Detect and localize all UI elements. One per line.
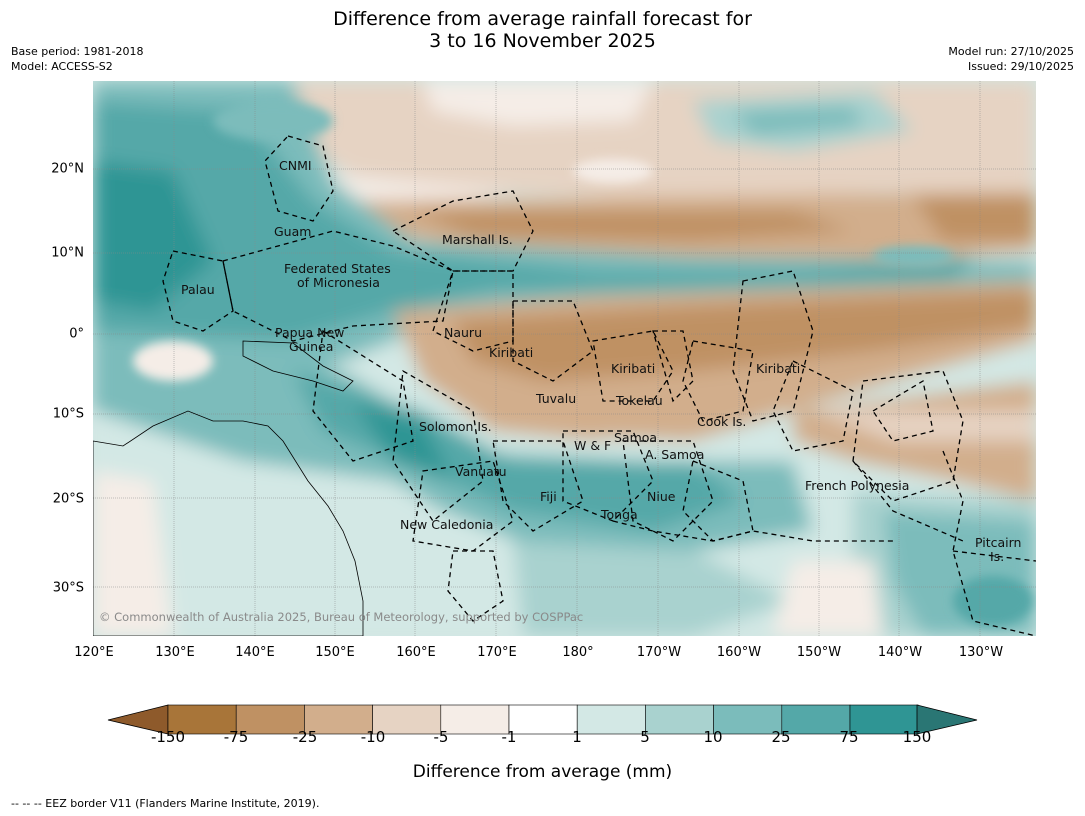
x-tick-150w: 150°W [796,645,842,660]
cbar-label-5: -5 [433,728,449,746]
y-tick-30s: 30°S [52,580,84,596]
label-kiribati-west: Kiribati [489,345,533,360]
colorbar-cell [304,704,373,735]
x-tick-180: 180° [562,645,594,660]
label-niue: Niue [647,489,676,504]
colorbar-cell [440,704,510,735]
label-kiribati-east: Kiribati [756,361,800,376]
label-guam: Guam [274,224,311,239]
x-tick-120e: 120°E [74,645,114,660]
australia-coastline [93,410,364,636]
label-fsm-1: Federated States [284,261,391,276]
x-tick-150e: 150°E [315,645,355,660]
label-fiji: Fiji [540,489,557,504]
label-pitcairn-2: Is. [990,549,1004,564]
colorbar-cell [713,704,783,735]
cbar-label-7: 1 [572,728,582,746]
colorbar-cell [645,704,714,735]
label-marshall: Marshall Is. [442,232,513,247]
label-wallis-futuna: W & F [574,438,611,453]
x-tick-140e: 140°E [235,645,275,660]
label-png-2: Guinea [289,339,333,354]
x-tick-170w: 170°W [636,645,682,660]
label-kiribati-central: Kiribati [611,361,655,376]
new-guinea-coastline [242,340,354,392]
colorbar-cell [849,704,919,735]
label-fsm-2: of Micronesia [297,275,380,290]
label-pitcairn-1: Pitcairn [975,535,1021,550]
map-title: Difference from average rainfall forecas… [0,8,1085,52]
cbar-label-6: -1 [501,728,517,746]
y-tick-20n: 20°N [51,161,84,177]
colorbar-cell [167,704,237,735]
cbar-label-11: 75 [839,728,859,746]
rainfall-map: CNMI Guam Marshall Is. Federated States … [93,81,1036,636]
label-american-samoa: A. Samoa [645,447,704,462]
meta-left: Base period: 1981-2018 Model: ACCESS-S2 [11,44,143,74]
colorbar-cell [372,704,442,735]
label-cook: Cook Is. [697,414,746,429]
label-cnmi: CNMI [279,158,312,173]
cbar-label-12: 150 [902,728,932,746]
x-tick-160w: 160°W [716,645,762,660]
region-labels: CNMI Guam Marshall Is. Federated States … [99,158,1021,624]
label-tuvalu: Tuvalu [535,391,576,406]
copyright-text: © Commonwealth of Australia 2025, Bureau… [99,610,583,624]
label-vanuatu: Vanuatu [455,464,507,479]
label-palau: Palau [181,282,215,297]
x-tick-130w: 130°W [958,645,1004,660]
map-svg: CNMI Guam Marshall Is. Federated States … [93,81,1036,636]
y-tick-20s: 20°S [52,491,84,507]
eez-footnote: -- -- -- EEZ border V11 (Flanders Marine… [11,797,320,810]
colorbar [107,704,978,735]
base-period: Base period: 1981-2018 [11,45,144,58]
y-tick-10n: 10°N [51,245,84,261]
label-solomon: Solomon Is. [419,419,492,434]
x-tick-140w: 140°W [877,645,923,660]
cbar-label-9: 10 [703,728,723,746]
colorbar-title: Difference from average (mm) [412,762,673,782]
label-french-polynesia: French Polynesia [805,478,909,493]
graticule [93,81,1036,636]
label-tonga: Tonga [600,507,638,522]
cbar-label-1: -150 [150,728,186,746]
title-line-1: Difference from average rainfall forecas… [333,8,752,30]
x-tick-170e: 170°E [477,645,517,660]
label-samoa: Samoa [614,430,657,445]
meta-right: Model run: 27/10/2025 Issued: 29/10/2025 [948,44,1074,74]
label-png-1: Papua New [275,325,344,340]
cbar-label-2: -75 [223,728,249,746]
cbar-label-4: -10 [360,728,386,746]
label-new-caledonia: New Caledonia [400,517,493,532]
eez-borders [162,135,1036,636]
cbar-label-10: 25 [771,728,791,746]
colorbar-cell [235,704,305,735]
colorbar-max-arrow [916,704,978,735]
colorbar-cell [508,704,578,735]
colorbar-cell [781,704,851,735]
x-tick-130e: 130°E [155,645,195,660]
colorbar-cell [576,704,646,735]
cbar-label-8: 5 [640,728,650,746]
cbar-label-3: -25 [292,728,318,746]
title-line-2: 3 to 16 November 2025 [429,30,656,52]
model-name: Model: ACCESS-S2 [11,60,113,73]
issued-date: Issued: 29/10/2025 [967,60,1074,73]
x-tick-160e: 160°E [396,645,436,660]
label-tokelau: Tokelau [615,393,663,408]
y-tick-10s: 10°S [52,406,84,422]
label-nauru: Nauru [444,325,482,340]
model-run: Model run: 27/10/2025 [948,45,1074,58]
y-tick-0: 0° [69,326,84,342]
